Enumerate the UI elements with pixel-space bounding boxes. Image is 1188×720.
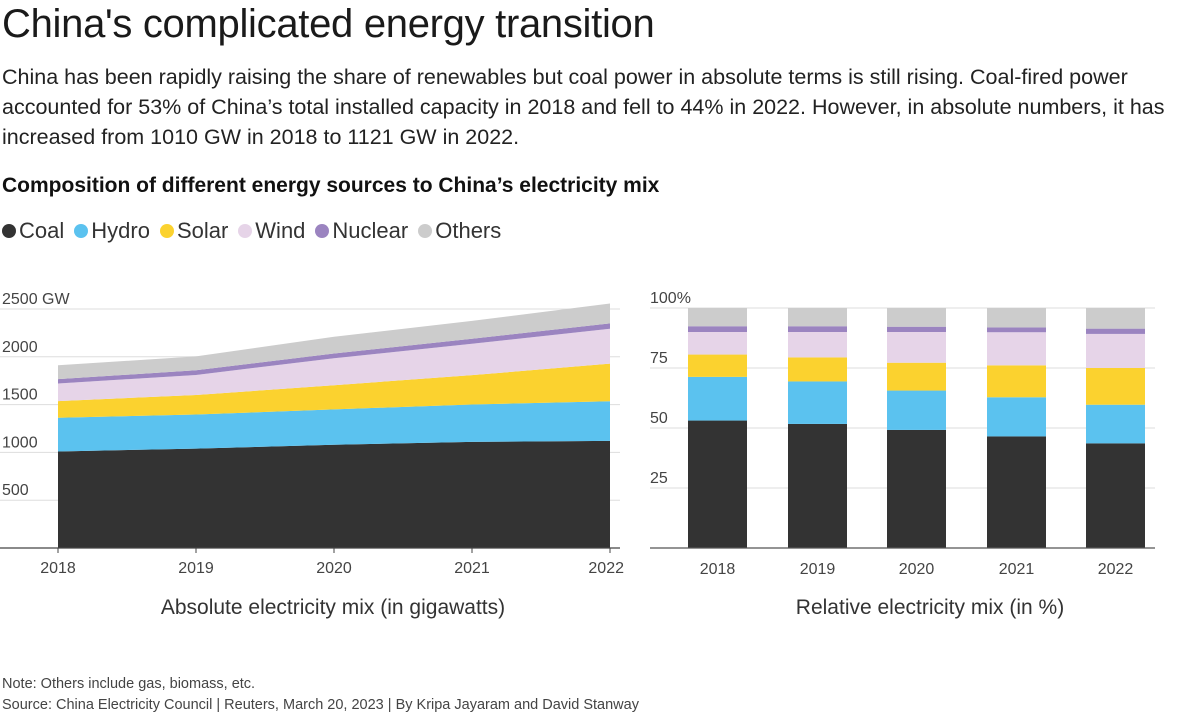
y-tick-label: 500 — [2, 482, 29, 499]
y-tick-label: 1500 — [2, 387, 38, 404]
x-tick-label: 2022 — [588, 560, 624, 577]
y-tick-label: 50 — [650, 410, 668, 427]
legend-item-others: Others — [418, 218, 501, 244]
bar-solar-2021 — [987, 365, 1046, 398]
bar-hydro-2021 — [987, 397, 1046, 437]
legend-label: Nuclear — [332, 218, 409, 243]
legend-label: Solar — [176, 218, 229, 243]
bar-others-2020 — [887, 308, 946, 327]
bar-coal-2021 — [987, 436, 1046, 548]
bar-hydro-2020 — [887, 390, 946, 430]
bar-nuclear-2018 — [688, 326, 747, 332]
y-tick-label: 25 — [650, 470, 668, 487]
subtitle: China has been rapidly raising the share… — [2, 65, 1165, 149]
bar-coal-2022 — [1086, 443, 1145, 548]
y-tick-label: 75 — [650, 350, 668, 367]
absolute-area-chart: 500 1000 1500 2000 2500 GW 2018 2019 2020 2021 20… — [0, 291, 624, 577]
y-tick-label: 100% — [650, 290, 691, 307]
bar-hydro-2022 — [1086, 404, 1145, 444]
bar-nuclear-2022 — [1086, 328, 1145, 334]
bar-solar-2020 — [887, 362, 946, 391]
x-tick-label: 2018 — [40, 560, 76, 577]
legend-swatch — [418, 224, 433, 238]
page-title: China's complicated energy transition — [2, 2, 655, 46]
legend: Coal Hydro Solar Wind Nuclear Others — [2, 218, 501, 244]
bar-solar-2022 — [1086, 368, 1145, 405]
bar-hydro-2018 — [688, 376, 747, 421]
bar-nuclear-2021 — [987, 327, 1046, 333]
legend-item-coal: Coal — [2, 218, 64, 244]
y-tick-label: 2500 GW — [2, 291, 70, 308]
bar-others-2018 — [688, 308, 747, 327]
x-tick-label: 2019 — [800, 561, 836, 578]
legend-item-nuclear: Nuclear — [315, 218, 408, 244]
x-tick-label: 2021 — [454, 560, 490, 577]
x-tick-label: 2020 — [316, 560, 352, 577]
note: Note: Others include gas, biomass, etc. — [2, 676, 256, 692]
x-tick-label: 2020 — [899, 561, 935, 578]
legend-label: Others — [435, 218, 502, 243]
bar-others-2019 — [788, 308, 847, 327]
area-coal — [58, 440, 610, 548]
relative-bar-chart: 2018 2019 2020 2021 2022 25 50 75 100% — [650, 290, 1155, 578]
x-tick-label: 2018 — [700, 561, 736, 578]
bar-others-2022 — [1086, 308, 1145, 329]
legend-swatch — [159, 224, 174, 238]
area-hydro — [58, 401, 610, 452]
bar-wind-2020 — [887, 332, 946, 363]
bar-hydro-2019 — [788, 381, 847, 424]
left-chart-title: Absolute electricity mix (in gigawatts) — [161, 596, 505, 619]
chart-heading: Composition of different energy sources … — [2, 174, 660, 197]
bar-wind-2022 — [1086, 333, 1145, 368]
bar-solar-2018 — [688, 354, 747, 377]
source: Source: China Electricity Council | Reut… — [2, 697, 639, 713]
bar-solar-2019 — [788, 357, 847, 382]
bar-coal-2020 — [887, 429, 946, 548]
area-others — [58, 303, 610, 380]
bar-wind-2019 — [788, 332, 847, 358]
legend-label: Wind — [255, 218, 306, 243]
legend-item-hydro: Hydro — [74, 218, 150, 244]
area-wind — [58, 328, 610, 402]
bar-nuclear-2019 — [788, 326, 847, 332]
legend-item-solar: Solar — [159, 218, 229, 244]
legend-swatch — [74, 224, 89, 238]
y-tick-label: 2000 — [2, 339, 38, 356]
y-tick-label: 1000 — [2, 434, 38, 451]
legend-item-wind: Wind — [238, 218, 305, 244]
x-tick-label: 2021 — [999, 561, 1035, 578]
legend-swatch — [2, 224, 16, 238]
x-tick-label: 2022 — [1098, 561, 1134, 578]
legend-label: Hydro — [91, 218, 150, 243]
bar-coal-2018 — [688, 420, 747, 548]
bar-wind-2021 — [987, 332, 1046, 366]
area-solar — [58, 363, 610, 418]
bar-coal-2019 — [788, 423, 847, 548]
legend-label: Coal — [19, 218, 65, 243]
legend-swatch — [315, 224, 330, 238]
right-chart-title: Relative electricity mix (in %) — [796, 596, 1064, 619]
bar-nuclear-2020 — [887, 326, 946, 332]
legend-swatch — [238, 224, 253, 238]
x-tick-label: 2019 — [178, 560, 214, 577]
bar-others-2021 — [987, 308, 1046, 328]
bar-wind-2018 — [688, 332, 747, 355]
